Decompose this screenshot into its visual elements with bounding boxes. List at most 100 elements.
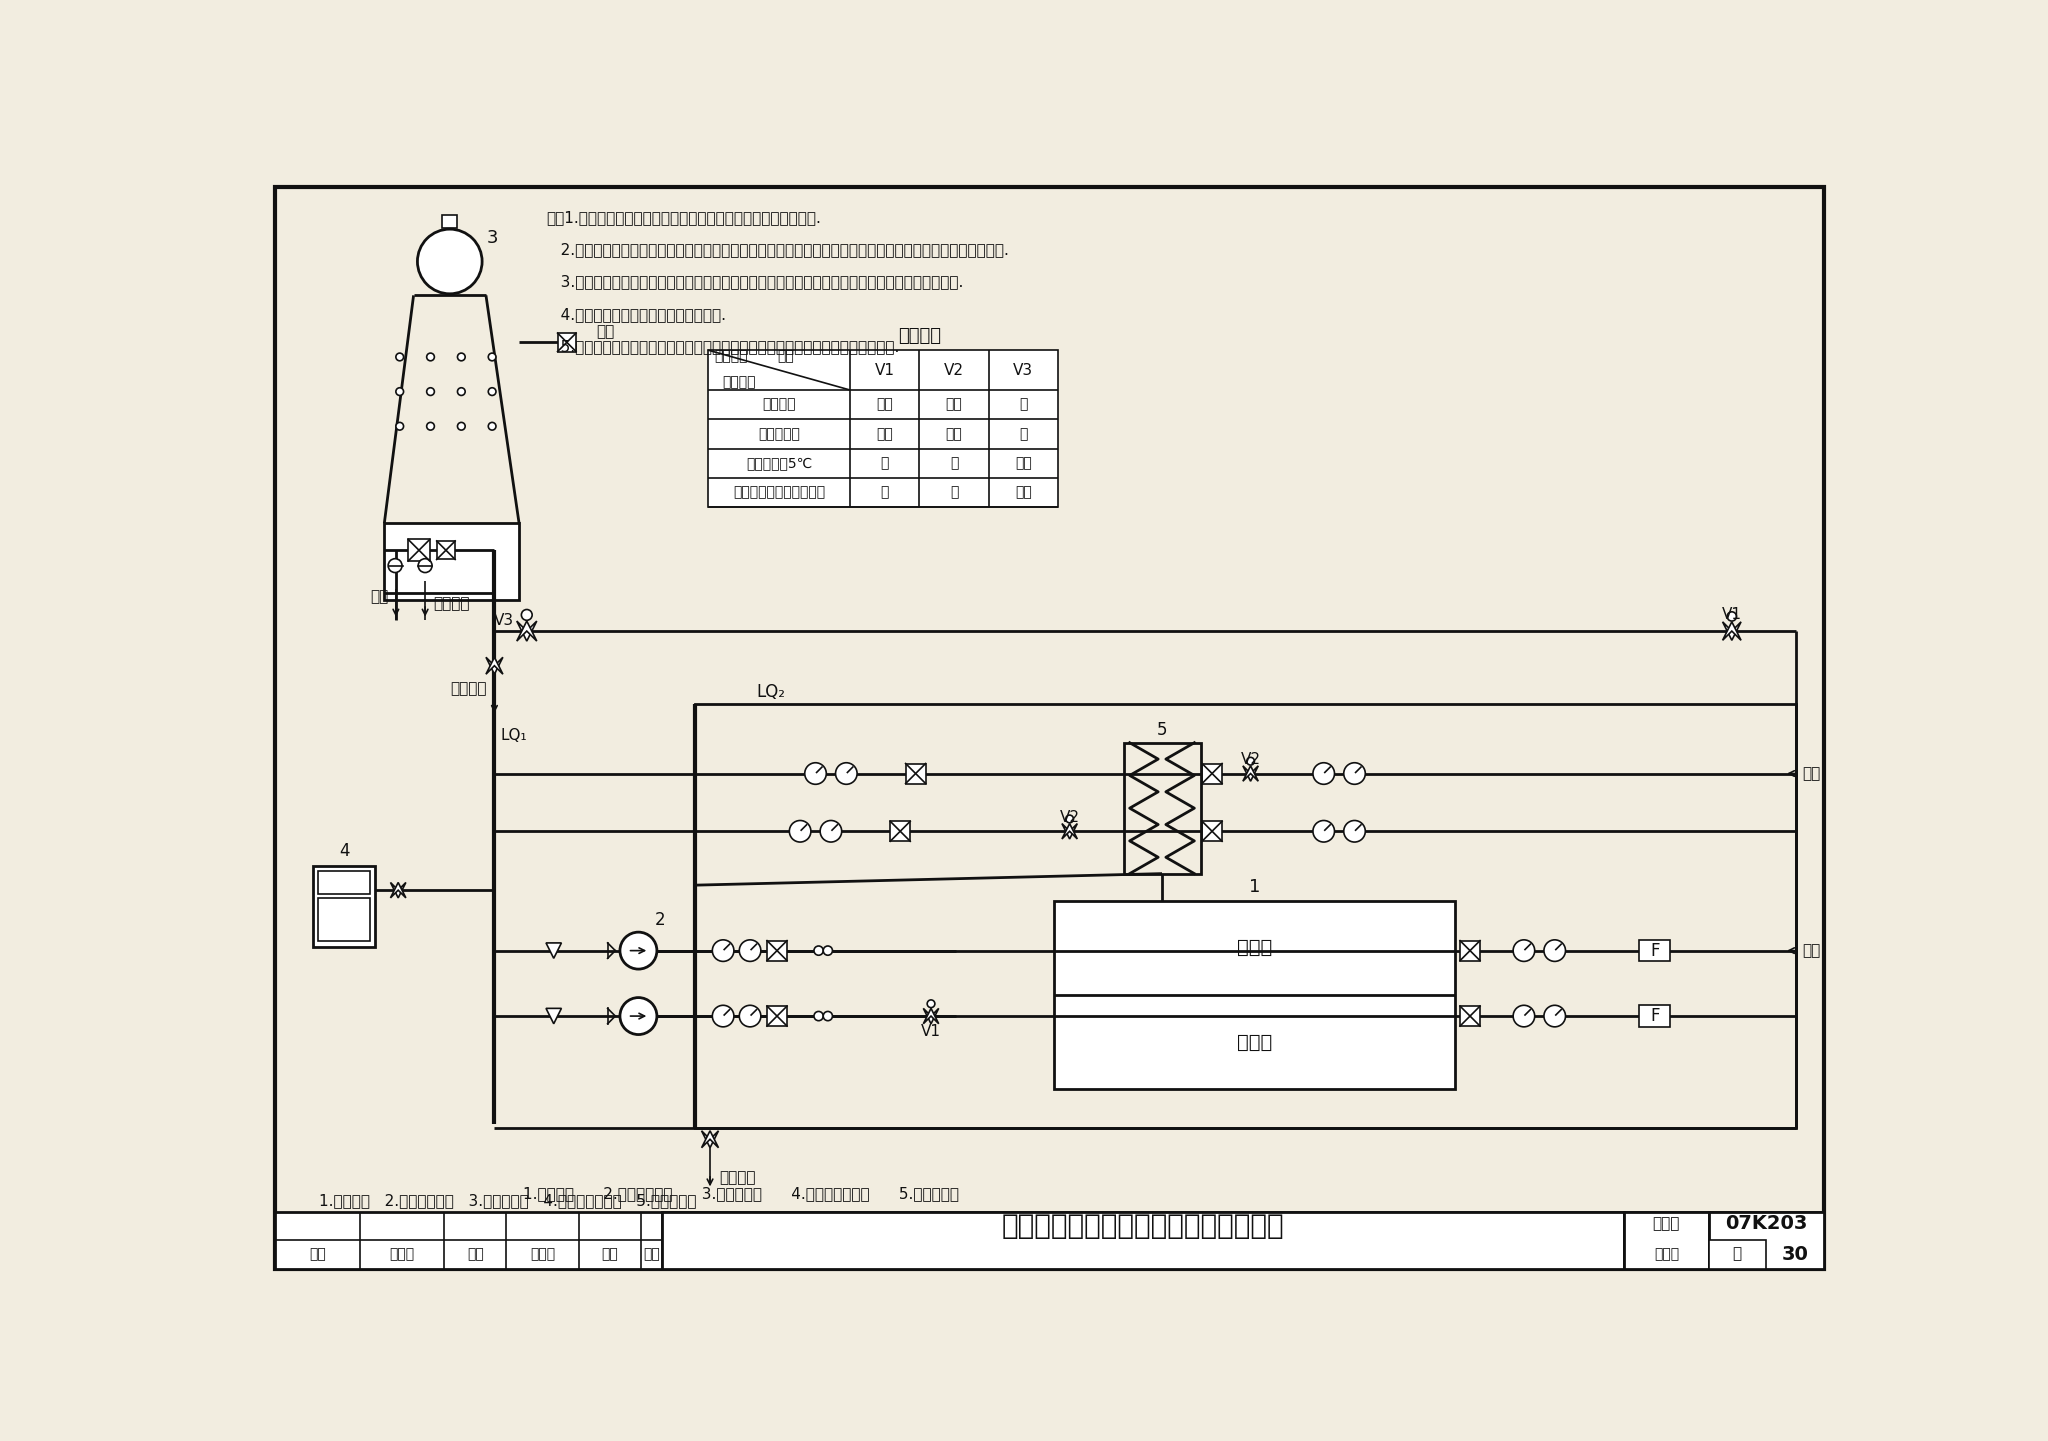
Text: 调节: 调节 bbox=[1016, 486, 1032, 500]
Bar bbox=[709, 350, 1059, 507]
Circle shape bbox=[457, 388, 465, 395]
Bar bbox=[905, 764, 926, 784]
Circle shape bbox=[457, 353, 465, 360]
Text: 1.冷水机组      2.冷却水循环泵      3.开式冷却塔      4.自动水处理装置      5.板式换热器: 1.冷水机组 2.冷却水循环泵 3.开式冷却塔 4.自动水处理装置 5.板式换热… bbox=[522, 1186, 958, 1202]
Text: 5: 5 bbox=[1157, 722, 1167, 739]
Circle shape bbox=[805, 762, 825, 784]
Circle shape bbox=[788, 820, 811, 842]
Text: －: － bbox=[881, 457, 889, 470]
Polygon shape bbox=[485, 657, 504, 674]
Circle shape bbox=[426, 353, 434, 360]
Text: LQ₂: LQ₂ bbox=[756, 683, 784, 702]
Text: －: － bbox=[950, 457, 958, 470]
Text: 蒸发器: 蒸发器 bbox=[1237, 938, 1272, 957]
Text: V3: V3 bbox=[1014, 363, 1034, 378]
Text: V2: V2 bbox=[1241, 752, 1262, 767]
Polygon shape bbox=[391, 882, 406, 898]
Text: 工况名称: 工况名称 bbox=[715, 349, 748, 363]
Text: 审核: 审核 bbox=[309, 1246, 326, 1261]
Text: 图集号: 图集号 bbox=[1653, 1216, 1679, 1231]
Polygon shape bbox=[924, 1009, 938, 1023]
Circle shape bbox=[1313, 762, 1335, 784]
Polygon shape bbox=[1063, 824, 1077, 839]
Text: V1: V1 bbox=[874, 363, 895, 378]
Text: 补水: 补水 bbox=[371, 589, 389, 604]
Circle shape bbox=[823, 1012, 831, 1020]
Text: 注：1.本系统适用于室外空气湿球温度数低的时间较长的气象条件.: 注：1.本系统适用于室外空气湿球温度数低的时间较长的气象条件. bbox=[547, 210, 821, 225]
Circle shape bbox=[1313, 820, 1335, 842]
Bar bbox=[317, 898, 371, 941]
Bar bbox=[768, 1006, 786, 1026]
Polygon shape bbox=[1722, 623, 1741, 640]
Text: V3: V3 bbox=[494, 612, 514, 628]
Text: 3: 3 bbox=[485, 229, 498, 248]
Circle shape bbox=[426, 422, 434, 429]
Text: 07K203: 07K203 bbox=[1724, 1213, 1808, 1232]
Bar bbox=[274, 1212, 1825, 1268]
Text: 工况转换: 工况转换 bbox=[897, 327, 940, 346]
Bar bbox=[408, 539, 430, 561]
Polygon shape bbox=[485, 657, 504, 674]
Circle shape bbox=[395, 353, 403, 360]
Circle shape bbox=[1513, 940, 1534, 961]
Text: 阀门状态: 阀门状态 bbox=[723, 375, 756, 389]
Text: －: － bbox=[1020, 398, 1028, 412]
Text: 冬季泄水: 冬季泄水 bbox=[451, 682, 487, 696]
Text: 关闭: 关闭 bbox=[877, 427, 893, 441]
Circle shape bbox=[713, 940, 733, 961]
Circle shape bbox=[395, 422, 403, 429]
Polygon shape bbox=[547, 1009, 561, 1023]
Text: 溢水: 溢水 bbox=[596, 324, 614, 339]
Circle shape bbox=[819, 820, 842, 842]
Text: 康清: 康清 bbox=[643, 1246, 659, 1261]
Circle shape bbox=[928, 1000, 934, 1007]
Polygon shape bbox=[1063, 824, 1077, 839]
Bar bbox=[1055, 901, 1454, 1089]
Circle shape bbox=[823, 945, 831, 955]
Circle shape bbox=[836, 762, 858, 784]
Circle shape bbox=[739, 940, 762, 961]
Circle shape bbox=[487, 353, 496, 360]
Circle shape bbox=[621, 932, 657, 970]
Text: 冷却水低于冷机需求温度: 冷却水低于冷机需求温度 bbox=[733, 486, 825, 500]
Polygon shape bbox=[1722, 623, 1741, 640]
Circle shape bbox=[1544, 940, 1565, 961]
Text: 图集号: 图集号 bbox=[1655, 1246, 1679, 1261]
Circle shape bbox=[1343, 762, 1366, 784]
Bar bbox=[1124, 742, 1200, 873]
Text: V2: V2 bbox=[1059, 810, 1079, 824]
Text: －: － bbox=[881, 486, 889, 500]
Text: 1.冷水机组   2.冷却水循环泵   3.开式冷却塔   4.自动水处理装置   5.板式换热器: 1.冷水机组 2.冷却水循环泵 3.开式冷却塔 4.自动水处理装置 5.板式换热… bbox=[319, 1193, 696, 1209]
Circle shape bbox=[1544, 1006, 1565, 1027]
Bar bbox=[1624, 1212, 1708, 1268]
Circle shape bbox=[395, 388, 403, 395]
Text: 页: 页 bbox=[1733, 1246, 1741, 1261]
Text: 5.所有开关型电动阀均与相应的制冷设备联锁，所有电动阀均应具有手动关断功能.: 5.所有开关型电动阀均与相应的制冷设备联锁，所有电动阀均应具有手动关断功能. bbox=[547, 339, 899, 354]
Text: 1: 1 bbox=[1249, 878, 1260, 896]
Bar bbox=[694, 705, 1796, 1128]
Text: 冬季泄水: 冬季泄水 bbox=[432, 597, 469, 611]
Text: 开启: 开启 bbox=[946, 427, 963, 441]
Circle shape bbox=[418, 229, 481, 294]
Text: 冷凝器: 冷凝器 bbox=[1237, 1033, 1272, 1052]
Bar bbox=[313, 866, 375, 947]
Text: 冷却塔供冷: 冷却塔供冷 bbox=[758, 427, 801, 441]
Text: 冷水: 冷水 bbox=[1802, 942, 1821, 958]
Circle shape bbox=[457, 422, 465, 429]
Bar bbox=[1202, 821, 1223, 842]
Circle shape bbox=[621, 997, 657, 1035]
Polygon shape bbox=[1243, 765, 1257, 781]
Text: 冷机供冷: 冷机供冷 bbox=[762, 398, 797, 412]
Polygon shape bbox=[1243, 765, 1257, 781]
Circle shape bbox=[522, 610, 532, 620]
Bar bbox=[385, 523, 518, 601]
Circle shape bbox=[813, 1012, 823, 1020]
Polygon shape bbox=[516, 621, 537, 641]
Polygon shape bbox=[547, 942, 561, 958]
Text: 开启: 开启 bbox=[877, 398, 893, 412]
Circle shape bbox=[739, 1006, 762, 1027]
Bar bbox=[1460, 1006, 1481, 1026]
Circle shape bbox=[1726, 612, 1737, 621]
Bar bbox=[1638, 1006, 1671, 1027]
Circle shape bbox=[1343, 820, 1366, 842]
